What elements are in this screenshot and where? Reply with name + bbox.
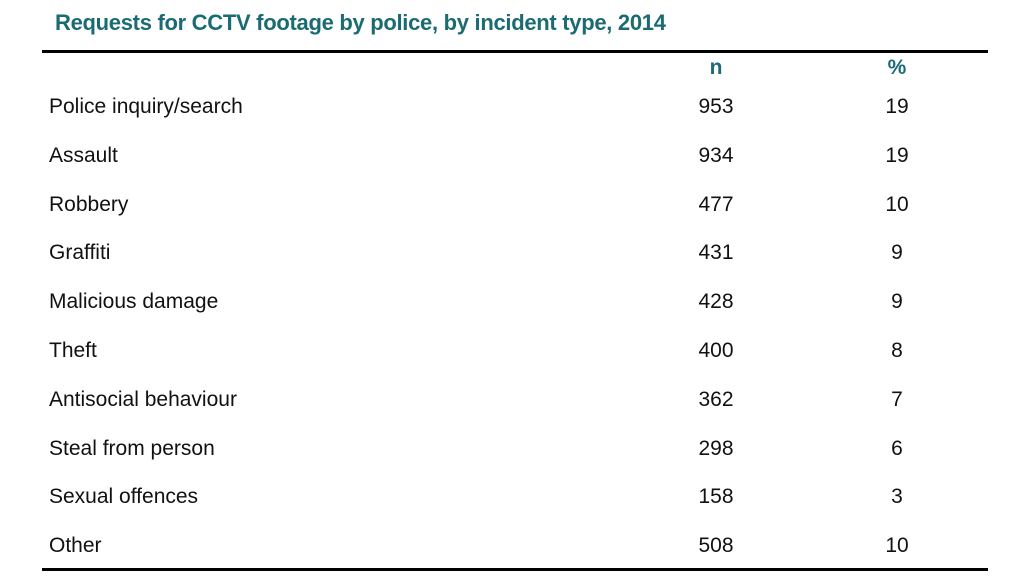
row-n-value: 400	[698, 339, 734, 362]
row-n-value: 934	[698, 143, 734, 167]
table-row: Steal from person 298 6	[0, 437, 1024, 467]
row-percent-value: 10	[885, 534, 909, 558]
row-label: Steal from person	[49, 436, 215, 460]
row-label: Sexual offences	[49, 485, 199, 509]
row-n-value: 431	[698, 241, 734, 265]
row-percent-value: 8	[891, 339, 903, 362]
row-label: Antisocial behaviour	[49, 387, 237, 411]
table-row: Other 508 10	[0, 534, 1024, 564]
table-title: Requests for CCTV footage by police, by …	[55, 10, 666, 35]
table-row: Police inquiry/search 953 19	[0, 95, 1024, 125]
table-row: Antisocial behaviour 362 7	[0, 388, 1024, 418]
row-percent-value: 9	[891, 241, 903, 265]
row-percent-value: 10	[885, 192, 909, 216]
top-rule	[42, 50, 988, 53]
row-n-value: 953	[698, 95, 734, 118]
row-percent-value: 9	[891, 290, 903, 314]
column-header-percent: %	[887, 56, 907, 79]
column-header-n: n	[709, 56, 723, 79]
table-row: Graffiti 431 9	[0, 241, 1024, 271]
row-n-value: 298	[698, 436, 734, 460]
row-percent-value: 19	[885, 143, 909, 167]
row-percent-value: 7	[891, 387, 903, 411]
row-n-value: 508	[698, 534, 734, 558]
row-percent-value: 19	[885, 95, 909, 118]
row-label: Other	[49, 534, 102, 558]
table-row: Theft 400 8	[0, 339, 1024, 369]
table-row: Robbery 477 10	[0, 193, 1024, 223]
table-row: Assault 934 19	[0, 144, 1024, 174]
table-row: Malicious damage 428 9	[0, 290, 1024, 320]
row-n-value: 158	[698, 485, 734, 509]
row-label: Malicious damage	[49, 290, 219, 314]
row-label: Robbery	[49, 192, 129, 216]
row-label: Theft	[49, 339, 97, 362]
row-percent-value: 6	[891, 436, 903, 460]
row-n-value: 477	[698, 192, 734, 216]
row-label: Assault	[49, 143, 118, 167]
row-label: Graffiti	[49, 241, 111, 265]
table-row: Sexual offences 158 3	[0, 485, 1024, 515]
row-label: Police inquiry/search	[49, 95, 243, 118]
bottom-rule	[42, 568, 988, 571]
row-n-value: 428	[698, 290, 734, 314]
row-n-value: 362	[698, 387, 734, 411]
row-percent-value: 3	[891, 485, 903, 509]
